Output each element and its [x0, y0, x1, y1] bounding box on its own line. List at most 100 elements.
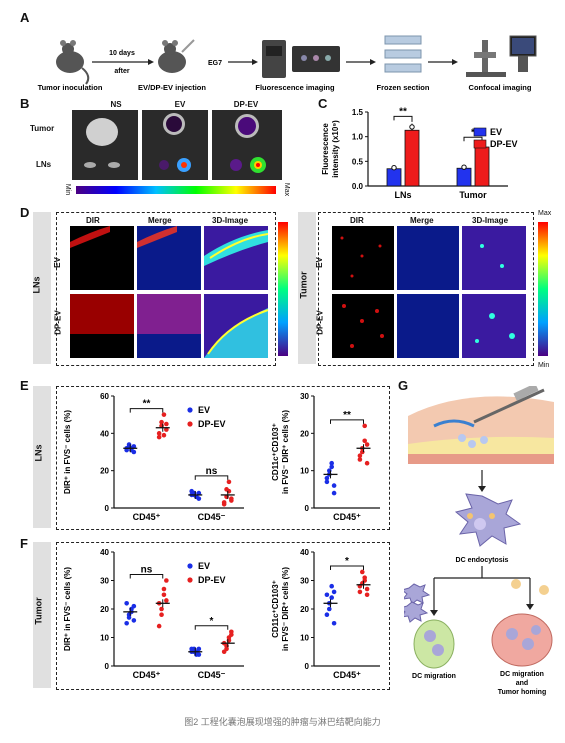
data-point	[164, 598, 169, 603]
data-point	[324, 612, 330, 617]
y-tick-label: 0	[305, 662, 310, 671]
d-left-box	[56, 212, 276, 366]
d-right-row-dpev: DP-EV	[315, 310, 325, 335]
data-point	[156, 431, 162, 436]
y-tick-label: 1.5	[352, 108, 364, 117]
x-tick-label: Tumor	[459, 190, 487, 200]
y-tick-label: 0	[105, 662, 110, 671]
data-point	[461, 164, 467, 170]
d-right-col-dir: DIR	[350, 216, 364, 225]
chart-e-right: 0 10 20 30 CD11c⁺CD103⁺ in FVS⁻ DIR⁺ cells (%…	[271, 392, 380, 522]
data-point	[329, 464, 334, 470]
data-point	[131, 618, 137, 623]
data-point	[331, 589, 337, 595]
significance-bracket	[393, 115, 413, 122]
g-label-homing: Tumor homing	[498, 689, 546, 696]
data-point	[324, 479, 330, 485]
d-scale-min: Min	[538, 362, 550, 369]
workflow-step3: Fluorescence imaging	[255, 83, 335, 92]
workflow-step4: Frozen section	[377, 83, 430, 92]
workflow-step5: Confocal imaging	[469, 83, 532, 92]
y-tick-label: 40	[100, 429, 109, 438]
y-tick-label: 40	[300, 548, 309, 557]
y-tick-label: 30	[300, 577, 309, 586]
data-point	[329, 583, 334, 589]
d-left-col-merge: Merge	[148, 216, 172, 225]
legend-label: DP-EV	[198, 419, 226, 429]
data-point	[324, 475, 330, 481]
data-point	[329, 460, 334, 466]
data-point	[357, 589, 363, 595]
data-point	[327, 606, 332, 612]
data-point	[196, 490, 202, 496]
data-point	[161, 432, 167, 438]
significance-label: ns	[141, 565, 153, 576]
bar	[474, 146, 490, 187]
x-tick-label: CD45⁺	[333, 670, 361, 680]
significance-label: **	[343, 410, 351, 421]
f-box	[56, 542, 390, 690]
data-point	[391, 164, 397, 171]
y-tick-label: 10	[100, 634, 109, 643]
d-right-box	[318, 212, 534, 366]
d-right-row-ev: EV	[314, 257, 324, 268]
data-point	[229, 498, 234, 503]
ivis-image	[72, 110, 282, 194]
legend-label: EV	[490, 127, 502, 137]
x-tick-label: CD45⁺	[333, 512, 361, 522]
data-point	[161, 586, 167, 592]
panel-label-f: F	[20, 536, 28, 551]
d-left-color-scale	[278, 222, 288, 356]
b-scale-min: Min	[64, 183, 72, 196]
significance-bracket	[330, 565, 364, 570]
y-tick-label: 0.5	[352, 157, 364, 166]
g-label-migration2: DC migration	[500, 671, 544, 678]
skin-injection-icon	[408, 386, 554, 464]
bar	[386, 168, 402, 187]
d-left-row-ev: EV	[52, 257, 62, 268]
tumor-icon	[491, 613, 553, 667]
y-tick-label: 60	[100, 392, 109, 401]
confocal-lns-images	[70, 226, 269, 358]
b-scale-max: Max	[283, 182, 291, 197]
y-axis-label: CD11c⁺CD103⁺	[271, 580, 280, 638]
x-tick-label: CD45⁻	[198, 512, 226, 522]
legend-swatch	[473, 127, 487, 137]
microscope-icon	[466, 35, 537, 77]
data-point	[409, 124, 415, 130]
d-right-col-3d: 3D-Image	[472, 216, 509, 225]
g-label-endocytosis: DC endocytosis	[456, 557, 509, 564]
data-point	[196, 646, 202, 652]
data-point	[164, 578, 169, 583]
chart-f-right: 0 10 20 30 40 CD11c⁺CD103⁺ in FVS⁻ DIR⁺ cells …	[271, 548, 380, 680]
data-point	[156, 623, 162, 629]
x-tick-label: CD45⁺	[133, 670, 161, 680]
data-point	[161, 412, 167, 417]
bar	[404, 129, 420, 187]
workflow-diagram: Tumor inoculation 10 days after EG7 EV/D…	[38, 35, 537, 92]
significance-bracket	[463, 136, 483, 142]
mouse-icon	[158, 39, 195, 73]
significance-label: *	[345, 556, 349, 567]
significance-label: *	[471, 127, 475, 138]
d-group-tumor: Tumor	[298, 271, 309, 299]
data-point	[357, 457, 363, 462]
data-point	[362, 438, 367, 444]
workflow-arrow-top: 10 days	[109, 50, 135, 57]
data-point	[364, 442, 370, 447]
significance-label: **	[143, 399, 151, 410]
g-label-migration: DC migration	[412, 673, 456, 680]
d-scale-max: Max	[538, 210, 552, 217]
y-axis-label: in FVS⁻ DIR⁺ cells (%)	[281, 410, 290, 494]
d-side-bar-tumor	[298, 212, 316, 364]
y-axis-label: intensity (x10⁹)	[331, 120, 340, 178]
panel-label-d: D	[20, 205, 30, 220]
confocal-tumor-images	[332, 226, 526, 358]
y-axis-label: CD11c⁺CD103⁺	[271, 423, 280, 481]
data-point	[331, 620, 337, 626]
data-point	[131, 444, 137, 449]
y-tick-label: 20	[300, 429, 309, 438]
y-axis-label: Fluorescence	[321, 123, 330, 175]
y-tick-label: 20	[100, 605, 109, 614]
x-tick-label: LNs	[394, 190, 411, 200]
